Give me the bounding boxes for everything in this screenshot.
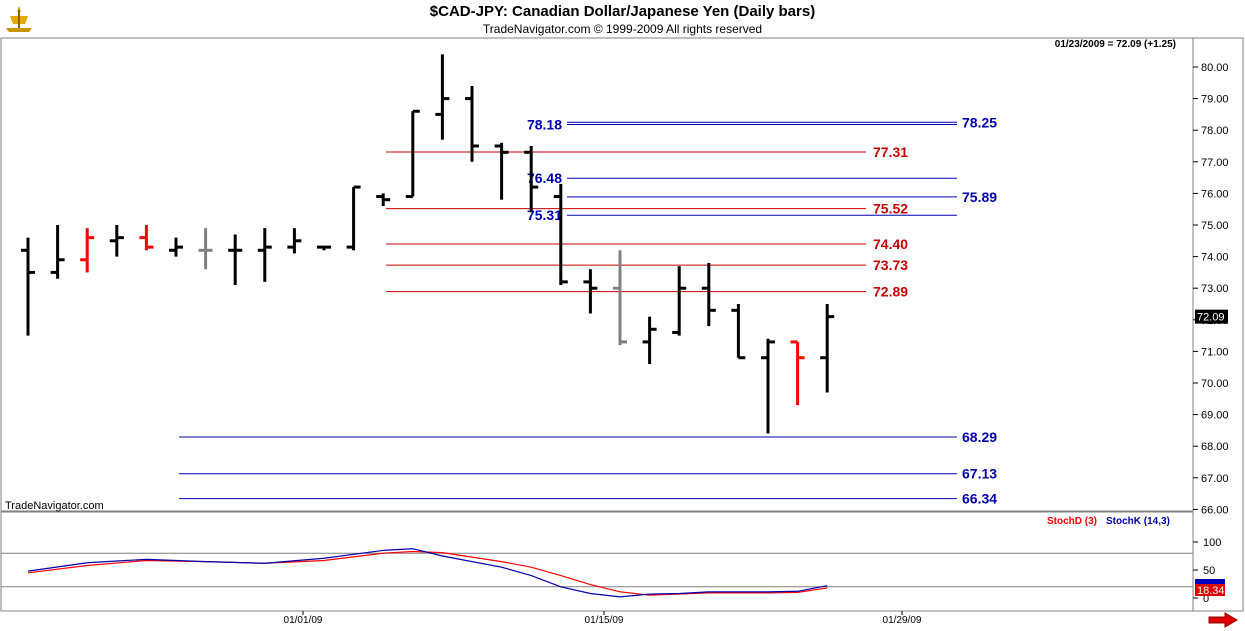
- y-tick-label: 73.00: [1201, 283, 1229, 295]
- y-tick-label: 66.00: [1201, 504, 1229, 516]
- level-label-75.52: 75.52: [873, 201, 908, 217]
- last-quote-text: 01/23/2009 = 72.09 (+1.25): [1055, 39, 1176, 50]
- chart-title: $CAD-JPY: Canadian Dollar/Japanese Yen (…: [429, 3, 816, 20]
- stoch-tick-label: 0: [1203, 593, 1209, 605]
- stoch-tick-label: 50: [1203, 565, 1215, 577]
- y-tick-label: 68.00: [1201, 441, 1229, 453]
- x-tick-label: 01/15/09: [585, 615, 624, 626]
- price-panel-frame: [0, 37, 1194, 512]
- level-label-68.29: 68.29: [962, 429, 997, 445]
- x-tick-label: 01/29/09: [883, 615, 922, 626]
- level-label-77.31: 77.31: [873, 144, 908, 160]
- y-tick-label: 74.00: [1201, 252, 1229, 264]
- stoch-badge-bg-d: [1195, 584, 1225, 596]
- level-label-78.25: 78.25: [962, 114, 997, 130]
- x-tick-label: 01/01/09: [284, 615, 323, 626]
- y-tick-label: 79.00: [1201, 94, 1229, 106]
- level-label-73.73: 73.73: [873, 257, 908, 273]
- stoch-tick-label: 100: [1203, 537, 1221, 549]
- scroll-right-arrow-icon[interactable]: [1208, 612, 1238, 628]
- copyright-text: TradeNavigator.com © 1999-2009 All right…: [482, 22, 763, 36]
- level-label-75.89: 75.89: [962, 189, 997, 205]
- y-tick-label: 69.00: [1201, 410, 1229, 422]
- price-badge-bg: [1195, 309, 1228, 324]
- y-tick-label: 70.00: [1201, 378, 1229, 390]
- stoch-line-1: [27, 548, 828, 598]
- stoch-legend-d: StochD (3): [1047, 516, 1097, 527]
- level-label-75.31: 75.31: [527, 207, 562, 223]
- y-tick-label: 80.00: [1201, 62, 1229, 74]
- y-tick-label: 77.00: [1201, 157, 1229, 169]
- trade-navigator-logo: [2, 2, 36, 36]
- y-tick-label: 71.00: [1201, 346, 1229, 358]
- stoch-badge: 18.34: [1197, 585, 1225, 597]
- watermark-text: TradeNavigator.com: [5, 500, 104, 512]
- level-label-72.89: 72.89: [873, 284, 908, 300]
- y-tick-label: 76.00: [1201, 188, 1229, 200]
- stoch-legend-k: StochK (14,3): [1106, 516, 1170, 527]
- y-tick-label: 78.00: [1201, 125, 1229, 137]
- y-axis-frame: [1192, 37, 1244, 612]
- level-label-67.13: 67.13: [962, 466, 997, 482]
- level-label-66.34: 66.34: [962, 491, 997, 507]
- level-label-74.40: 74.40: [873, 236, 908, 252]
- y-tick-label: 67.00: [1201, 473, 1229, 485]
- price-badge: 72.09: [1197, 312, 1225, 324]
- level-label-78.18: 78.18: [527, 117, 562, 133]
- y-tick-label: 75.00: [1201, 220, 1229, 232]
- level-label-76.48: 76.48: [527, 170, 562, 186]
